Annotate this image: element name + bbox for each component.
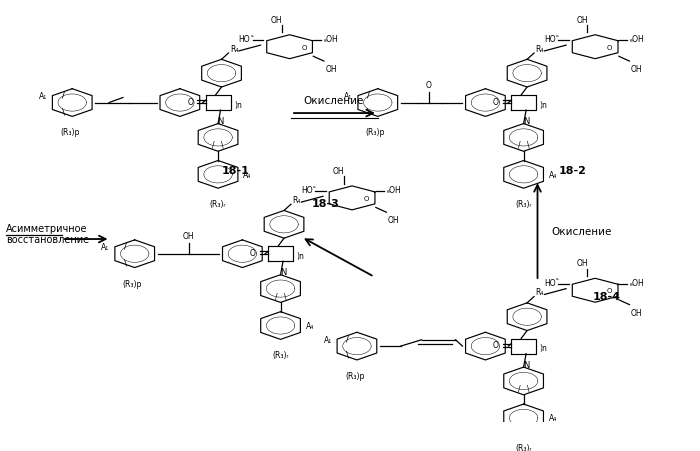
Text: (R₃)ᵣ: (R₃)ᵣ [515, 443, 532, 451]
Text: O: O [250, 248, 255, 257]
Text: A₄: A₄ [306, 321, 314, 330]
Text: N: N [523, 360, 529, 369]
Text: O: O [493, 97, 498, 106]
Text: (R₃)p: (R₃)p [122, 279, 142, 288]
Text: O: O [426, 81, 432, 90]
Text: OH: OH [576, 258, 588, 267]
Text: восстановление: восстановление [6, 235, 90, 245]
Text: )n: )n [540, 343, 547, 352]
Text: O: O [607, 288, 612, 294]
Text: 18-1: 18-1 [221, 166, 249, 175]
Text: OH: OH [388, 216, 399, 225]
Text: O: O [607, 45, 612, 51]
Text: ₑOH: ₑOH [629, 278, 644, 287]
Text: R₄: R₄ [536, 45, 544, 54]
Text: 18-4: 18-4 [593, 291, 621, 301]
Text: \: \ [346, 350, 349, 359]
Text: OH: OH [631, 65, 643, 74]
Text: A₁: A₁ [38, 92, 47, 101]
Text: )n: )n [234, 100, 242, 109]
Text: (R₃)p: (R₃)p [345, 371, 364, 380]
Text: /: / [274, 291, 277, 300]
Text: (R₃)ᵣ: (R₃)ᵣ [210, 200, 226, 209]
Text: HO: HO [301, 186, 312, 195]
Text: (R₃)p: (R₃)p [366, 128, 385, 137]
Text: \: \ [527, 383, 529, 392]
Text: A₄: A₄ [549, 170, 557, 179]
Text: A₄: A₄ [549, 414, 557, 423]
Text: R₄: R₄ [293, 195, 301, 204]
Text: R₄: R₄ [536, 287, 544, 296]
Text: HO: HO [544, 35, 556, 44]
Text: N: N [280, 267, 286, 276]
Text: A₁: A₁ [323, 335, 332, 344]
Text: A₁: A₁ [102, 243, 109, 252]
Text: \: \ [62, 107, 64, 116]
Text: ₑOH: ₑOH [386, 186, 401, 195]
Text: O: O [364, 195, 370, 202]
Text: \: \ [284, 291, 286, 300]
Text: OH: OH [631, 308, 643, 317]
Text: O: O [302, 45, 307, 51]
Text: /: / [518, 383, 520, 392]
Text: \: \ [367, 107, 370, 116]
Text: )n: )n [540, 100, 547, 109]
Text: \: \ [527, 141, 529, 149]
Text: ₑ,: ₑ, [556, 32, 560, 37]
Text: )n: )n [297, 251, 304, 260]
Text: N: N [523, 117, 529, 126]
Text: Окисление: Окисление [552, 226, 612, 236]
Text: HO: HO [544, 278, 556, 287]
Text: Окисление: Окисление [304, 96, 364, 106]
Text: /: / [518, 141, 520, 149]
Text: /: / [346, 334, 349, 342]
Text: 18-3: 18-3 [312, 199, 340, 209]
Text: \: \ [221, 141, 224, 149]
Text: O: O [493, 341, 498, 350]
Text: ₑOH: ₑOH [629, 35, 644, 44]
Text: R₄: R₄ [230, 45, 238, 54]
Text: A₄: A₄ [244, 170, 251, 179]
Text: /: / [212, 141, 215, 149]
Text: OH: OH [576, 15, 588, 24]
Text: \: \ [124, 258, 127, 267]
Text: 18-2: 18-2 [559, 166, 586, 175]
Text: ₑ,: ₑ, [313, 183, 317, 188]
Text: OH: OH [333, 166, 344, 175]
Text: /: / [367, 91, 370, 100]
Text: O: O [187, 97, 193, 106]
Text: ₑ,: ₑ, [556, 275, 560, 280]
Text: OH: OH [183, 232, 195, 241]
Text: (R₃)ᵣ: (R₃)ᵣ [272, 351, 288, 359]
Text: ₑOH: ₑOH [324, 35, 339, 44]
Text: /: / [124, 241, 127, 250]
Text: OH: OH [326, 65, 337, 74]
Text: ₑ,: ₑ, [251, 32, 255, 37]
Text: HO: HO [239, 35, 250, 44]
Text: N: N [218, 117, 224, 126]
Text: /: / [62, 91, 64, 100]
Text: OH: OH [271, 15, 282, 24]
Text: A₁: A₁ [344, 92, 353, 101]
Text: (R₃)p: (R₃)p [60, 128, 80, 137]
Text: Асимметричное: Асимметричное [6, 223, 88, 233]
Text: (R₃)ᵣ: (R₃)ᵣ [515, 200, 532, 209]
